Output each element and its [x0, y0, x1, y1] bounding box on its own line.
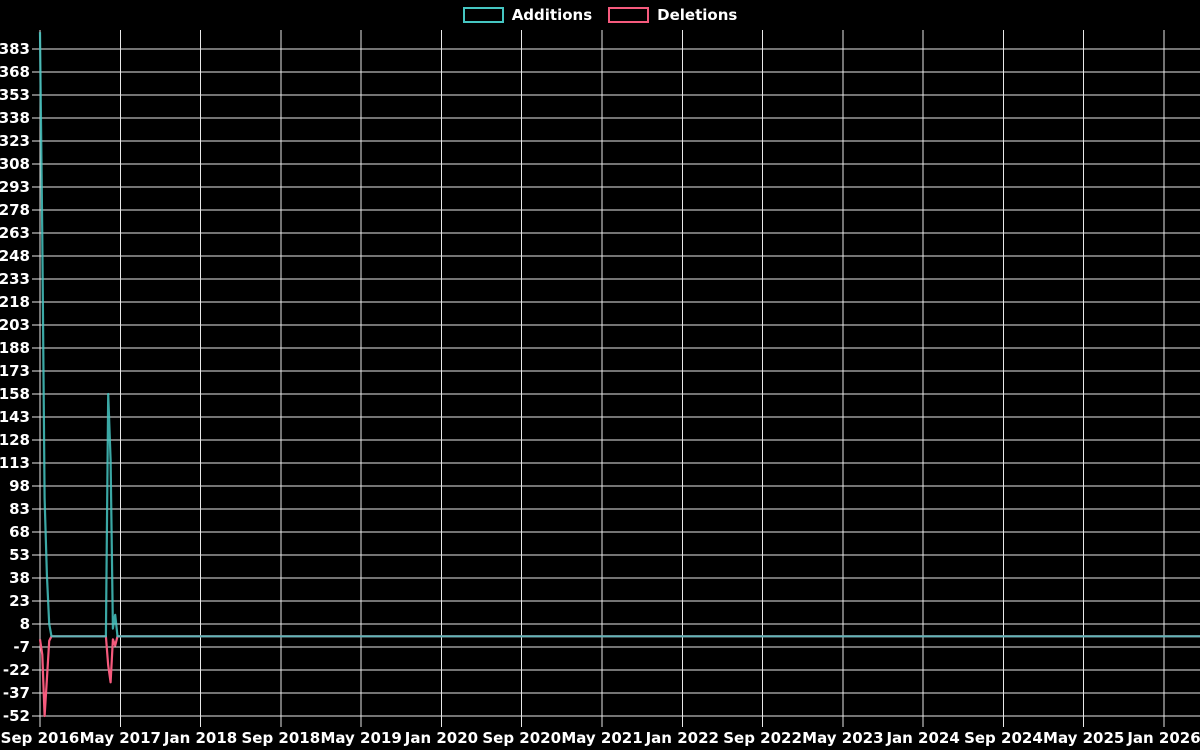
y-tick-label: 83 — [9, 500, 30, 518]
x-tick-label: May 2023 — [802, 729, 883, 747]
x-tick-label: May 2017 — [80, 729, 161, 747]
y-tick-label: -22 — [3, 661, 30, 679]
legend-label-deletions: Deletions — [657, 5, 738, 24]
y-tick-label: 113 — [0, 454, 30, 472]
x-tick-label: Jan 2022 — [645, 729, 719, 747]
y-tick-label: 248 — [0, 247, 30, 265]
y-tick-label: 293 — [0, 178, 30, 196]
y-tick-label: 383 — [0, 40, 30, 58]
y-tick-label: 368 — [0, 63, 30, 81]
y-tick-label: 98 — [9, 477, 30, 495]
y-tick-label: 263 — [0, 224, 30, 242]
y-tick-label: 188 — [0, 339, 30, 357]
x-tick-label: Sep 2022 — [723, 729, 802, 747]
y-tick-label: 128 — [0, 431, 30, 449]
chart-legend: Additions Deletions — [0, 7, 1200, 23]
x-tick-label: Sep 2018 — [242, 729, 321, 747]
x-tick-label: Sep 2020 — [482, 729, 561, 747]
deletions-swatch-icon — [608, 7, 650, 23]
x-tick-label: Jan 2020 — [404, 729, 478, 747]
y-tick-label: 233 — [0, 270, 30, 288]
x-tick-label: Sep 2016 — [1, 729, 80, 747]
y-tick-label: -7 — [13, 638, 30, 656]
x-tick-label: Sep 2024 — [964, 729, 1043, 747]
y-tick-label: 143 — [0, 408, 30, 426]
y-tick-label: 203 — [0, 316, 30, 334]
y-tick-label: 23 — [9, 592, 30, 610]
y-tick-label: 338 — [0, 109, 30, 127]
x-tick-label: May 2021 — [561, 729, 642, 747]
deletions-line — [38, 635, 1200, 718]
y-tick-label: -37 — [3, 684, 30, 702]
y-tick-label: 278 — [0, 201, 30, 219]
x-tick-label: Jan 2018 — [163, 729, 237, 747]
y-tick-label: 218 — [0, 293, 30, 311]
legend-item-deletions: Deletions — [608, 7, 737, 23]
x-tick-label: May 2025 — [1043, 729, 1124, 747]
y-tick-label: 38 — [9, 569, 30, 587]
x-tick-label: Jan 2026 — [1126, 729, 1200, 747]
y-tick-label: 158 — [0, 385, 30, 403]
legend-item-additions: Additions — [462, 5, 593, 24]
additions-swatch-icon — [462, 7, 504, 23]
y-tick-label: 53 — [9, 546, 30, 564]
x-tick-label: Jan 2024 — [885, 729, 959, 747]
y-tick-label: 68 — [9, 523, 30, 541]
y-tick-label: 8 — [20, 615, 30, 633]
y-tick-label: 323 — [0, 132, 30, 150]
x-tick-label: May 2019 — [320, 729, 401, 747]
legend-label-additions: Additions — [511, 5, 593, 24]
additions-line — [38, 32, 1200, 638]
y-tick-label: -52 — [3, 707, 30, 725]
y-tick-label: 173 — [0, 362, 30, 380]
y-tick-label: 353 — [0, 86, 30, 104]
y-tick-label: 308 — [0, 155, 30, 173]
